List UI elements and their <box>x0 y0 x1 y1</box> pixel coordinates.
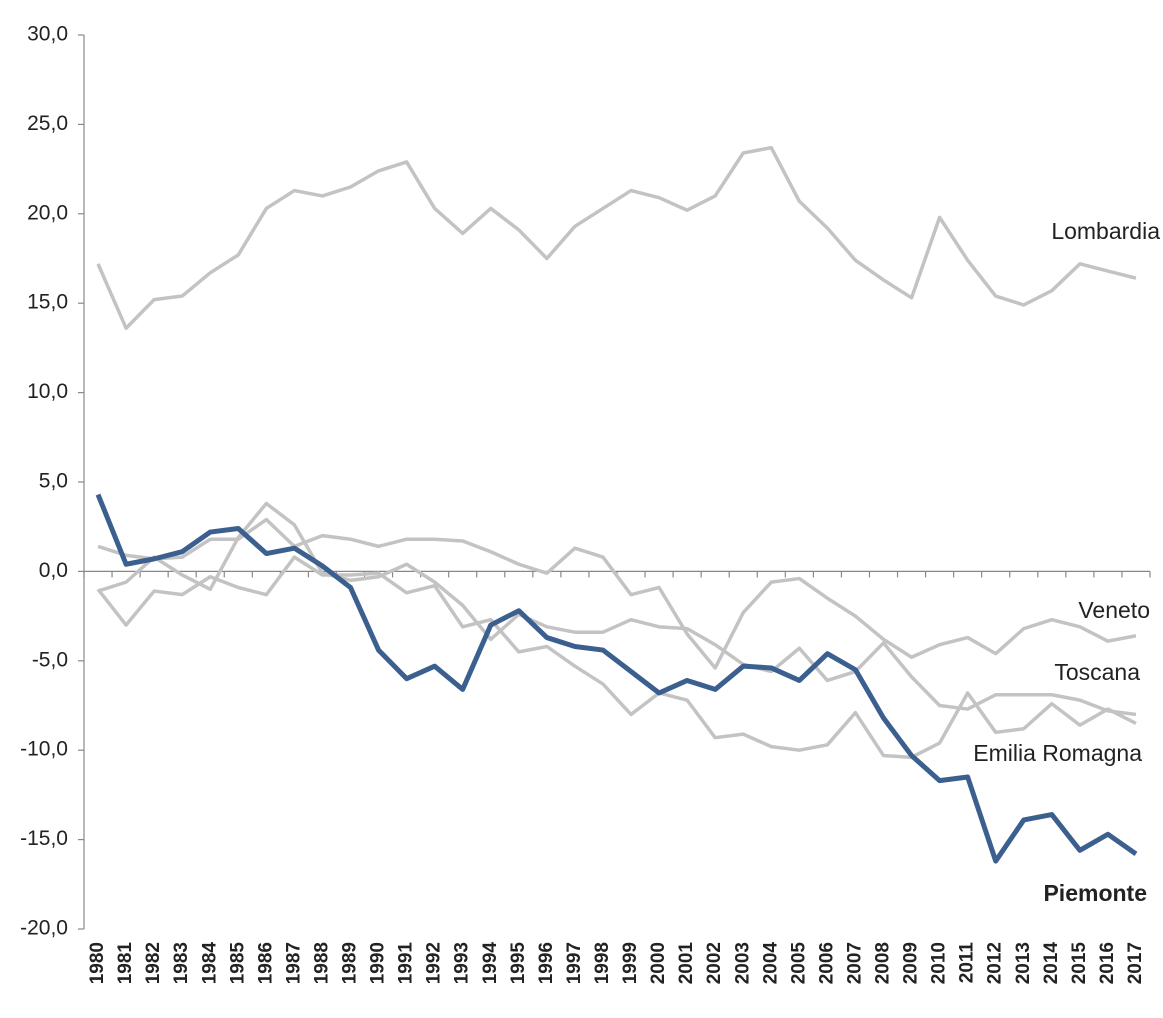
x-tick-label: 2014 <box>1041 942 1062 985</box>
x-tick-label: 1999 <box>620 942 641 984</box>
series-label: Veneto <box>1078 597 1150 623</box>
x-tick-label: 1994 <box>480 942 501 985</box>
x-tick-label: 1996 <box>536 942 557 984</box>
x-tick-label: 2007 <box>844 942 865 984</box>
x-tick-label: 2011 <box>957 942 978 984</box>
y-tick-label: 10,0 <box>27 380 68 403</box>
y-tick-label: 30,0 <box>27 23 68 46</box>
x-tick-label: 2009 <box>901 942 922 984</box>
x-tick-label: 1995 <box>508 942 529 985</box>
y-tick-label: 20,0 <box>27 201 68 224</box>
x-tick-label: 2012 <box>985 942 1006 984</box>
x-tick-label: 2006 <box>816 942 837 984</box>
series-label: Piemonte <box>1043 880 1147 906</box>
x-tick-label: 1980 <box>87 942 108 984</box>
series-label: Toscana <box>1054 659 1140 685</box>
x-tick-label: 1998 <box>592 942 613 984</box>
y-tick-label: -15,0 <box>20 827 68 850</box>
series-label: Lombardia <box>1051 218 1160 244</box>
x-tick-label: 2015 <box>1069 942 1090 985</box>
y-tick-label: 25,0 <box>27 112 68 135</box>
series-line <box>97 517 1137 670</box>
x-tick-label: 1984 <box>199 942 220 985</box>
x-tick-label: 2001 <box>676 942 697 985</box>
x-tick-label: 1981 <box>115 942 136 985</box>
y-tick-label: 5,0 <box>39 470 68 493</box>
y-tick-label: -10,0 <box>20 738 68 761</box>
x-tick-label: 1993 <box>452 942 473 984</box>
x-tick-label: 1991 <box>396 942 417 985</box>
x-tick-label: 2013 <box>1013 942 1034 984</box>
x-tick-label: 1989 <box>340 942 361 984</box>
x-tick-label: 2010 <box>929 942 950 984</box>
x-tick-label: 2008 <box>873 942 894 984</box>
y-tick-label: 0,0 <box>39 559 68 582</box>
x-tick-label: 1990 <box>368 942 389 984</box>
series-label: Emilia Romagna <box>973 740 1142 766</box>
x-tick-label: 2004 <box>760 942 781 985</box>
x-tick-label: 2002 <box>704 942 725 984</box>
x-tick-label: 2017 <box>1125 942 1146 984</box>
y-tick-label: -20,0 <box>20 917 68 940</box>
x-tick-label: 2000 <box>648 942 669 984</box>
series-line <box>97 501 1137 717</box>
series-line <box>96 145 1137 330</box>
series-line <box>96 555 1137 760</box>
x-tick-label: 1987 <box>283 942 304 984</box>
x-tick-label: 2005 <box>788 942 809 985</box>
x-tick-label: 1983 <box>171 942 192 984</box>
x-tick-label: 1992 <box>424 942 445 984</box>
x-tick-label: 1997 <box>564 942 585 984</box>
series-line <box>95 493 1138 864</box>
x-tick-label: 1988 <box>311 942 332 984</box>
y-tick-label: 15,0 <box>27 291 68 314</box>
x-tick-label: 2016 <box>1097 942 1118 984</box>
x-tick-label: 1982 <box>143 942 164 984</box>
y-tick-label: -5,0 <box>32 648 68 671</box>
x-tick-label: 1986 <box>255 942 276 984</box>
x-tick-label: 1985 <box>227 942 248 985</box>
x-tick-label: 2003 <box>732 942 753 984</box>
